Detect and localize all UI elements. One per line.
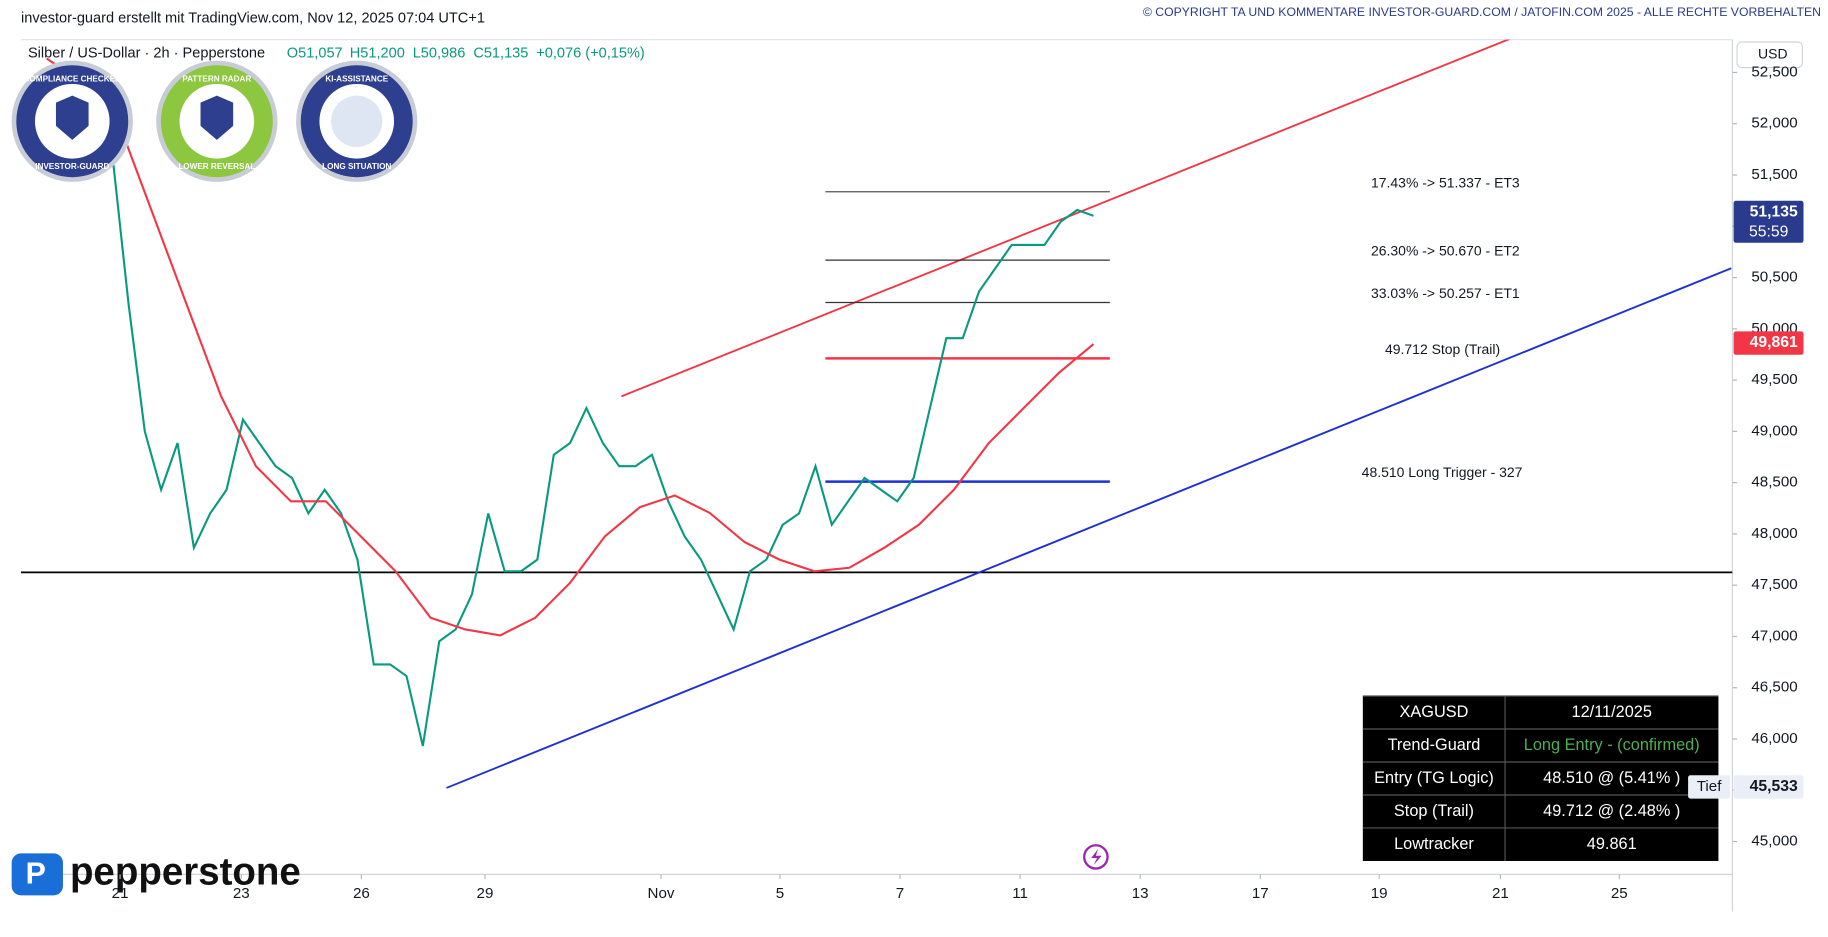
badge-bottom: INVESTOR-GUARD (35, 162, 109, 171)
broker-logo: P pepperstone (11, 851, 301, 896)
x-tick-label: 25 (1611, 885, 1628, 902)
y-tick-label: 45,000 (1751, 833, 1797, 850)
y-tick-label: 49,000 (1751, 422, 1797, 439)
level-label: 48.510 Long Trigger - 327 (1362, 464, 1523, 480)
price-tag (1733, 200, 1804, 243)
legend: Silber / US-Dollar · 2h · Pepperstone O5… (28, 45, 645, 61)
table-cell: 48.510 @ (5.41% ) (1543, 769, 1680, 787)
level-label: 49.712 Stop (Trail) (1385, 341, 1500, 357)
y-tick-label: 48,000 (1751, 525, 1797, 542)
broker-icon-letter: P (26, 858, 46, 891)
x-tick-label: 23 (233, 885, 250, 902)
legend-change: +0,076 (+0,15%) (536, 45, 645, 61)
source-note: investor-guard erstellt mit TradingView.… (21, 11, 485, 27)
badge-globe (331, 95, 383, 147)
badge-bottom: LONG SITUATION (322, 162, 391, 171)
legend-open: O51,057 (287, 45, 343, 61)
badge-top: PATTERN RADAR (182, 74, 251, 83)
legend-symbol: Silber / US-Dollar · 2h · Pepperstone (28, 45, 265, 61)
x-tick-label: 21 (1492, 885, 1509, 902)
y-tick-label: 47,000 (1751, 627, 1797, 644)
badge-shield (55, 95, 89, 140)
table-cell: 49.861 (1587, 835, 1637, 853)
table-cell: Trend-Guard (1388, 736, 1481, 754)
badges: COMPLIANCE CHECKED INVESTOR-GUARD PATTER… (11, 60, 418, 182)
x-tick-label: 26 (353, 885, 370, 902)
table-cell: 12/11/2025 (1572, 703, 1652, 721)
table-cell: XAGUSD (1400, 703, 1469, 721)
x-tick-label: 13 (1132, 885, 1149, 902)
y-tick-label: 50,500 (1751, 269, 1797, 286)
x-tick-label: 7 (896, 885, 904, 902)
x-tick-label: 5 (776, 885, 784, 902)
level-label: 17.43% -> 51.337 - ET3 (1371, 174, 1520, 190)
legend-low: L50,986 (413, 45, 466, 61)
info-table: XAGUSD 12/11/2025 Trend-Guard Long Entry - … (1362, 695, 1719, 861)
x-tick-label: 19 (1371, 885, 1388, 902)
x-tick-label: 17 (1252, 885, 1269, 902)
price-tag-countdown: 55:59 (1749, 223, 1788, 240)
broker-name: pepperstone (70, 851, 301, 894)
legend-high: H51,200 (350, 45, 405, 61)
price-tag (1733, 775, 1804, 799)
table-cell: Long Entry - (confirmed) (1524, 736, 1700, 754)
event-icon[interactable] (1083, 844, 1109, 870)
y-tick-label: 47,500 (1751, 576, 1797, 593)
legend-close: C51,135 (473, 45, 528, 61)
level-label: 33.03% -> 50.257 - ET1 (1371, 285, 1520, 301)
table-cell: Lowtracker (1394, 835, 1474, 853)
y-tick-label: 46,000 (1751, 730, 1797, 747)
price-tag (1733, 331, 1804, 355)
table-cell: 49.712 @ (2.48% ) (1543, 802, 1680, 820)
x-tick-label: 11 (1012, 885, 1028, 902)
broker-icon (11, 853, 63, 896)
trend-line (446, 267, 1732, 789)
price-tag-note-bg (1688, 775, 1731, 799)
y-tick-label: 48,500 (1751, 474, 1797, 491)
price-tag-label: 45,533 (1750, 778, 1798, 795)
x-tick-label: 21 (112, 885, 129, 902)
event-bolt (1091, 848, 1102, 866)
x-tick-label: 29 (477, 885, 494, 902)
copyright: © COPYRIGHT TA UND KOMMENTARE INVESTOR-G… (1143, 5, 1821, 19)
price-tag-note: Tief (1697, 778, 1722, 795)
x-tick-label: Nov (648, 885, 675, 902)
currency-button[interactable] (1736, 41, 1803, 69)
table-bg (1362, 696, 1719, 861)
price-tag-label: 49,861 (1750, 334, 1798, 351)
y-tick-label: 52,000 (1751, 115, 1797, 132)
y-tick-label: 52,500 (1751, 63, 1797, 80)
price-line (46, 57, 1095, 637)
plot (20, 39, 1733, 789)
badge-shield (200, 95, 234, 140)
price-line (45, 93, 1094, 747)
table-cell: Entry (TG Logic) (1374, 769, 1494, 787)
currency: USD (1758, 45, 1788, 61)
y-tick-label: 46,500 (1751, 679, 1797, 696)
badge-bottom: LOWER REVERSAL (178, 162, 255, 171)
y-tick-label: 51,500 (1751, 166, 1797, 183)
price-tag-label: 51,135 (1750, 204, 1798, 221)
badge-top: COMPLIANCE CHECKED (24, 74, 122, 83)
level-label: 26.30% -> 50.670 - ET2 (1371, 243, 1520, 259)
table-cell: Stop (Trail) (1394, 802, 1474, 820)
badge-top: KI-ASSISTANCE (325, 74, 388, 83)
y-tick-label: 49,500 (1751, 371, 1797, 388)
